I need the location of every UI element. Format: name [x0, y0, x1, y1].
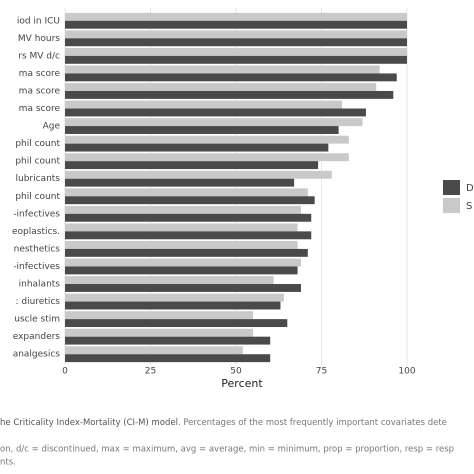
- y-tick-label: : diuretics: [15, 297, 60, 307]
- bar: [65, 205, 301, 214]
- caption-line-2: on, d/c = discontinued, max = maximum, a…: [0, 445, 454, 455]
- y-tick-label: phil count: [15, 157, 60, 167]
- bar: [65, 20, 407, 29]
- x-tick-label: 75: [316, 367, 327, 377]
- bar: [65, 153, 349, 162]
- x-tick-label: 0: [62, 367, 68, 377]
- bar: [65, 276, 274, 285]
- bar: [65, 47, 407, 56]
- bar: [65, 336, 271, 345]
- bar: [65, 284, 301, 292]
- caption-line-3: nts.: [0, 458, 16, 468]
- bar: [65, 196, 315, 205]
- bar: [65, 73, 397, 82]
- y-tick-label: analgesics: [13, 350, 61, 360]
- y-tick-label: ma score: [19, 104, 61, 114]
- bar: [65, 311, 254, 320]
- y-tick-label: ma score: [19, 69, 61, 79]
- bar: [65, 108, 366, 117]
- bar: [65, 354, 271, 363]
- bar: [65, 258, 301, 267]
- legend-swatch: [443, 198, 460, 213]
- bar: [65, 241, 298, 249]
- bar: [65, 83, 377, 91]
- bar: [65, 90, 394, 99]
- y-tick-label: uscle stim: [14, 315, 60, 325]
- bar: [65, 328, 254, 337]
- y-tick-label: eoplastics.: [12, 227, 60, 237]
- bar: [65, 231, 312, 240]
- bar: [65, 118, 363, 127]
- y-tick-label: rs MV d/c: [18, 51, 60, 61]
- caption-lead: he Criticality Index-Mortality (CI-M) mo…: [0, 418, 178, 428]
- bar: [65, 213, 312, 222]
- caption-line-1: he Criticality Index-Mortality (CI-M) mo…: [0, 418, 447, 428]
- bar: [65, 293, 284, 302]
- legend-label: S: [466, 201, 472, 212]
- bar: [65, 161, 319, 170]
- bar: [65, 100, 343, 109]
- legend-label: D: [466, 183, 474, 194]
- bar: [65, 188, 308, 197]
- bar: [65, 12, 407, 21]
- bar: [65, 223, 298, 232]
- y-tick-label: Age: [43, 122, 61, 132]
- y-tick-label: inhalants: [19, 280, 61, 290]
- y-tick-label: iod in ICU: [17, 16, 60, 26]
- bar: [65, 248, 308, 257]
- bar: [65, 143, 329, 152]
- bar: [65, 346, 243, 355]
- y-tick-label: MV hours: [18, 34, 60, 44]
- x-tick-label: 50: [230, 367, 242, 377]
- bar: [65, 170, 332, 179]
- bar: [65, 135, 349, 144]
- y-tick-label: phil count: [15, 192, 60, 202]
- y-tick-label: phil count: [15, 139, 60, 149]
- y-tick-label: -infectives: [13, 262, 60, 272]
- bar: [65, 266, 298, 275]
- bar: [65, 319, 288, 328]
- y-tick-label: expanders: [13, 332, 61, 342]
- y-tick-label: nesthetics: [14, 244, 61, 254]
- bar: [65, 38, 407, 47]
- legend-swatch: [443, 180, 460, 195]
- caption-rest: . Percentages of the most frequently imp…: [178, 418, 447, 428]
- y-tick-label: ma score: [19, 86, 61, 96]
- bar: [65, 178, 295, 187]
- bar: [65, 30, 407, 39]
- bar: [65, 126, 339, 134]
- bar: [65, 65, 380, 74]
- x-tick-label: 100: [398, 367, 415, 377]
- x-axis-label: Percent: [221, 377, 263, 390]
- x-tick-label: 25: [145, 367, 156, 377]
- y-tick-label: -infectives: [13, 209, 60, 219]
- bar: [65, 301, 281, 310]
- y-tick-label: lubricants: [15, 174, 60, 184]
- bar: [65, 55, 407, 64]
